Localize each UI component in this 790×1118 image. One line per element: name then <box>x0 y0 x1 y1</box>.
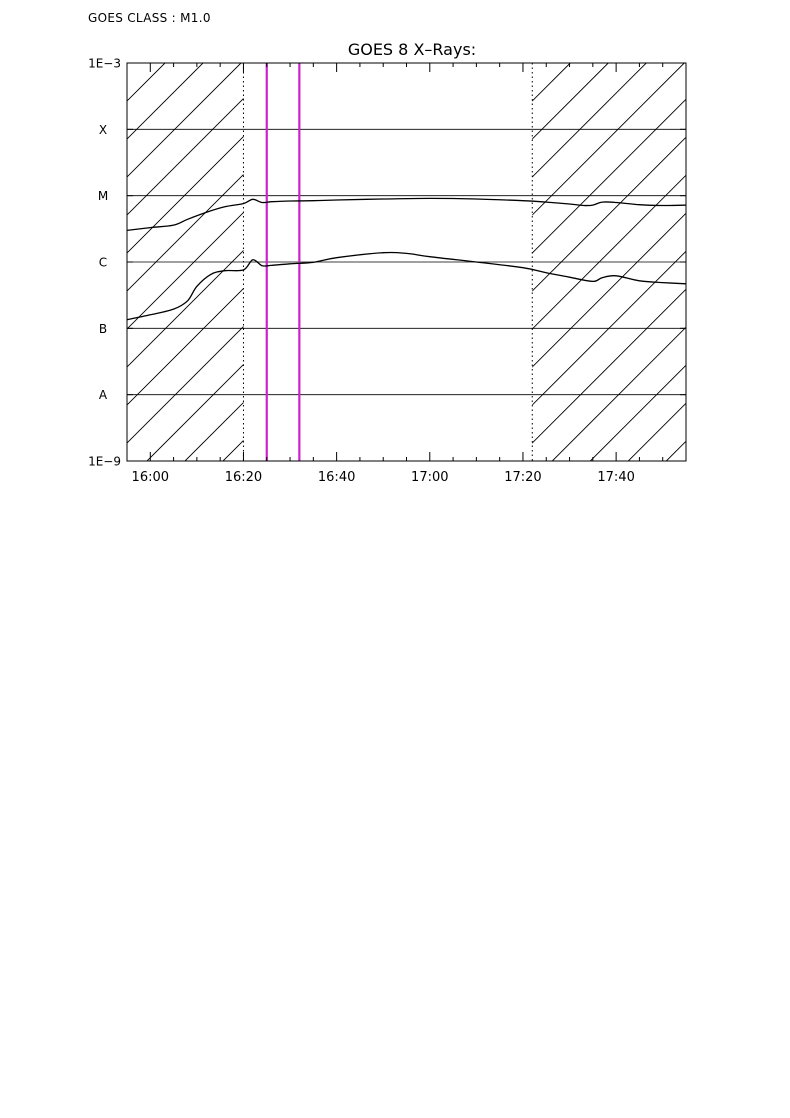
y-tick-label: 1E−3 <box>88 57 121 71</box>
goes-class-label: GOES CLASS : M1.0 <box>88 11 211 25</box>
x-tick-label: 17:40 <box>597 470 634 485</box>
y-tick-label: X <box>99 123 107 137</box>
y-tick-label: B <box>99 322 107 336</box>
x-tick-label: 16:00 <box>132 470 169 485</box>
series-lines <box>127 197 686 321</box>
series-line-2 <box>127 251 686 321</box>
hatch-line <box>127 63 128 64</box>
y-tick-label: A <box>99 388 108 402</box>
y-tick-label: M <box>98 189 108 203</box>
series-line-1 <box>127 197 686 232</box>
x-tick-label: 17:20 <box>504 470 541 485</box>
hatch-line <box>0 63 89 461</box>
y-tick-label: 1E−9 <box>88 455 121 469</box>
x-tick-label: 16:40 <box>318 470 355 485</box>
x-tick-label: 16:20 <box>225 470 262 485</box>
axis-labels: 16:00 16:20 16:40 17:00 17:20 17:40 1E−3 X M C B A 1… <box>88 57 635 486</box>
dotted-markers <box>242 63 533 461</box>
hatch-line <box>704 63 790 461</box>
vertical-markers <box>265 63 301 461</box>
chart-title: GOES 8 X–Rays: <box>348 40 476 59</box>
y-tick-label: C <box>99 256 107 270</box>
grid-lines <box>127 128 686 396</box>
x-tick-label: 17:00 <box>411 470 448 485</box>
axis-ticks <box>126 62 687 462</box>
